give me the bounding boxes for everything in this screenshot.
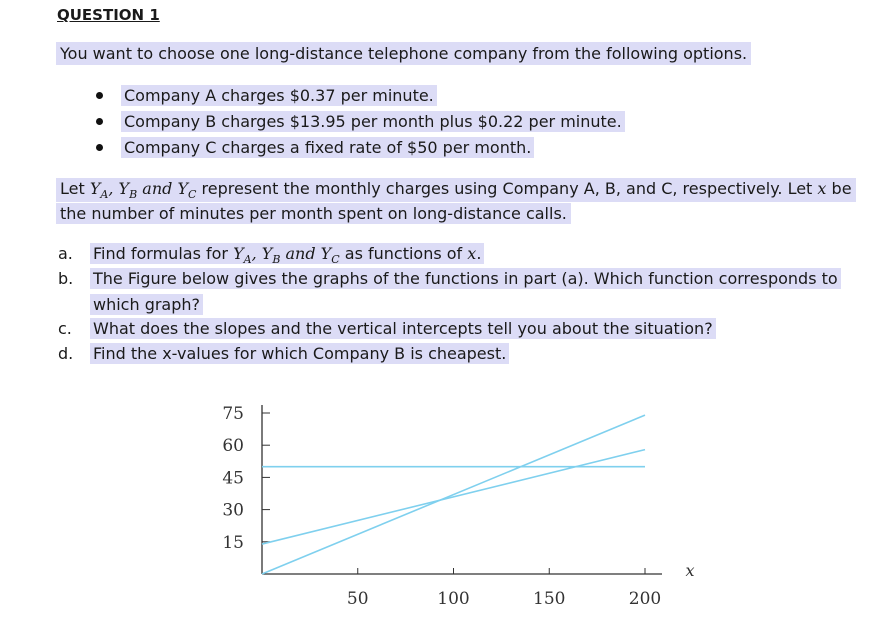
- math-variables: YA, YB and YC: [89, 179, 197, 202]
- series-line-1: [261, 414, 646, 575]
- list-text: What does the slopes and the vertical in…: [90, 318, 716, 339]
- list-text: Find the x-values for which Company B is…: [90, 343, 510, 364]
- definition-line-1: Let YA, YB and YC represent the monthly …: [56, 178, 856, 203]
- x-tick-label: 150: [533, 589, 565, 609]
- list-text: Find formulas for YA, YB and YC as funct…: [90, 243, 485, 266]
- y-tick-label: 75: [222, 404, 244, 424]
- list-marker: c.: [58, 319, 72, 338]
- list-item-d: d. Find the x-values for which Company B …: [58, 343, 510, 364]
- definition-line-2: the number of minutes per month spent on…: [56, 203, 571, 224]
- y-tick-label: 15: [222, 533, 244, 553]
- list-marker: a.: [58, 244, 73, 263]
- x-tick-label: 50: [347, 589, 369, 609]
- list-item-b-continuation: which graph?: [90, 294, 204, 315]
- bullet-text: Company B charges $13.95 per month plus …: [121, 111, 625, 132]
- x-tick-label: 200: [629, 589, 661, 609]
- bullet-icon: [96, 144, 103, 151]
- y-tick-label: 45: [222, 468, 244, 488]
- list-text: The Figure below gives the graphs of the…: [90, 268, 841, 289]
- y-tick-label: 30: [222, 501, 244, 521]
- bullet-icon: [96, 118, 103, 125]
- bullet-text: Company C charges a fixed rate of $50 pe…: [121, 137, 535, 158]
- list-item-a: a. Find formulas for YA, YB and YC as fun…: [58, 243, 485, 266]
- list-item-b: b. The Figure below gives the graphs of t…: [58, 268, 841, 289]
- bullet-text: Company A charges $0.37 per minute.: [121, 85, 437, 106]
- bullet-company-c: Company C charges a fixed rate of $50 pe…: [92, 137, 535, 158]
- list-item-c: c. What does the slopes and the vertical …: [58, 318, 716, 339]
- x-axis-label: x: [685, 561, 694, 580]
- list-marker: d.: [58, 344, 74, 363]
- function-graph-chart: 15 30 45 60 75 50 100 150 200 x: [222, 404, 694, 609]
- bullet-company-a: Company A charges $0.37 per minute.: [92, 85, 437, 106]
- y-tick-label: 60: [222, 436, 244, 456]
- intro-text: You want to choose one long-distance tel…: [56, 42, 752, 65]
- bullet-company-b: Company B charges $13.95 per month plus …: [92, 111, 625, 132]
- list-marker: b.: [58, 269, 74, 288]
- bullet-icon: [96, 92, 103, 99]
- question-title: QUESTION 1: [57, 6, 160, 24]
- series-line-2: [261, 448, 646, 545]
- x-tick-label: 100: [437, 589, 469, 609]
- math-x: x: [817, 179, 827, 198]
